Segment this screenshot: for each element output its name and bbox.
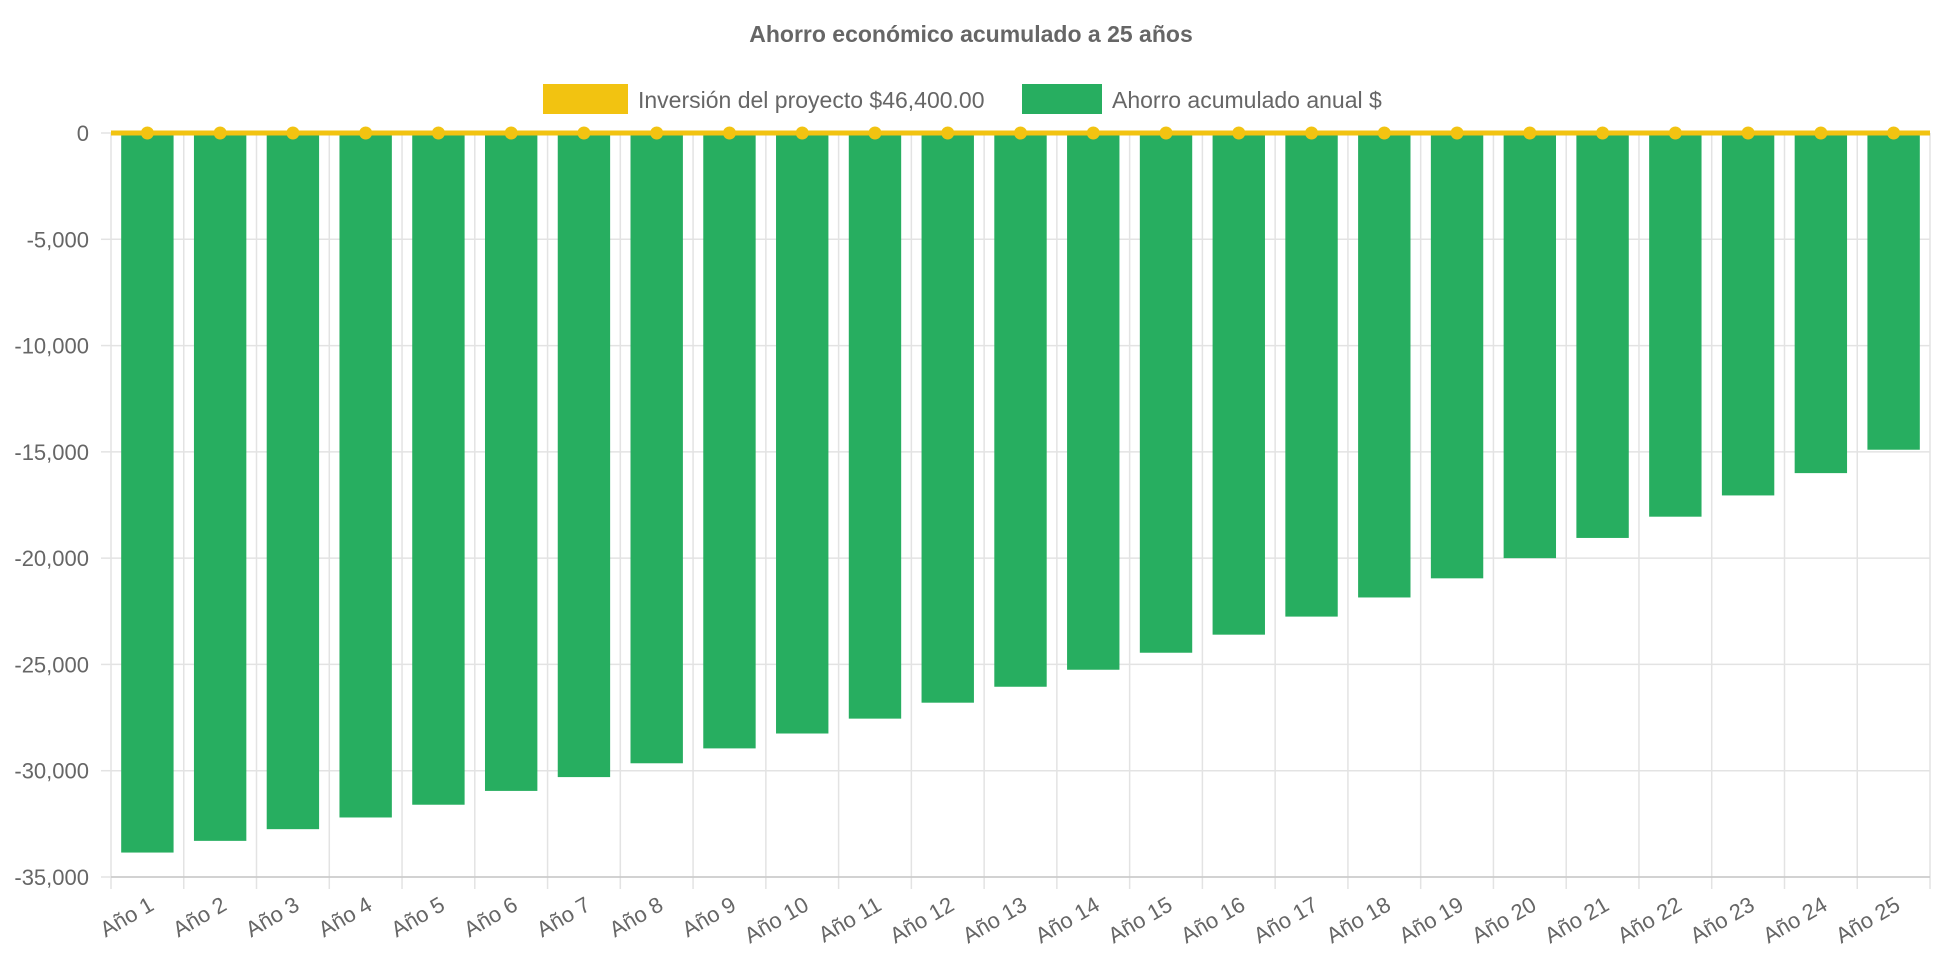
x-tick-label: Año 13 — [958, 892, 1031, 949]
x-tick-label: Año 17 — [1249, 892, 1322, 949]
bar-18 — [1358, 133, 1411, 598]
line-point-25 — [1887, 126, 1901, 140]
x-tick-label: Año 14 — [1031, 892, 1104, 949]
x-axis: Año 1 Año 2 Año 3 Año 4 Año 5 Año 6 Año 7 Año 8… — [96, 876, 1930, 949]
x-tick-label: Año 10 — [740, 892, 813, 949]
bar-8 — [630, 133, 683, 764]
bar-11 — [848, 133, 902, 719]
line-point-18 — [1377, 126, 1391, 140]
x-tick-label: Año 4 — [314, 892, 376, 942]
bar-7 — [557, 133, 611, 778]
line-point-17 — [1305, 126, 1319, 140]
line-point-8 — [650, 126, 664, 140]
bar-5 — [412, 133, 465, 805]
line-point-21 — [1596, 126, 1610, 140]
x-tick-label: Año 3 — [241, 892, 303, 942]
bar-21 — [1576, 133, 1629, 538]
bar-4 — [339, 133, 392, 818]
x-tick-label: Año 9 — [678, 892, 740, 942]
bar-2 — [193, 133, 247, 841]
bar-14 — [1067, 133, 1120, 670]
chart-title: Ahorro económico acumulado a 25 años — [749, 21, 1193, 47]
x-tick-label: Año 25 — [1831, 892, 1904, 949]
bar-3 — [266, 133, 320, 830]
line-point-4 — [359, 126, 373, 140]
y-tick-label: -35,000 — [14, 865, 89, 890]
bar-10 — [776, 133, 829, 734]
bar-13 — [994, 133, 1047, 687]
x-tick-label: Año 7 — [532, 892, 594, 942]
legend: Inversión del proyecto $46,400.00 Ahorro … — [543, 84, 1382, 114]
line-point-10 — [795, 126, 809, 140]
line-point-19 — [1450, 126, 1464, 140]
bar-22 — [1649, 133, 1702, 517]
bar-19 — [1430, 133, 1484, 579]
legend-swatch-investment[interactable] — [543, 84, 628, 114]
legend-label-investment[interactable]: Inversión del proyecto $46,400.00 — [638, 87, 985, 113]
x-tick-label: Año 8 — [605, 892, 667, 942]
x-tick-label: Año 24 — [1758, 892, 1831, 949]
y-tick-label: -15,000 — [14, 440, 89, 465]
bar-9 — [703, 133, 756, 749]
line-point-5 — [431, 126, 445, 140]
line-point-15 — [1159, 126, 1173, 140]
line-point-20 — [1523, 126, 1537, 140]
line-point-23 — [1741, 126, 1755, 140]
bar-1 — [121, 133, 174, 853]
x-tick-label: Año 16 — [1176, 892, 1249, 949]
bar-23 — [1721, 133, 1775, 496]
line-point-16 — [1232, 126, 1246, 140]
line-point-2 — [213, 126, 227, 140]
bar-25 — [1867, 133, 1920, 450]
x-tick-label: Año 11 — [814, 892, 885, 948]
line-point-9 — [722, 126, 736, 140]
line-point-14 — [1086, 126, 1100, 140]
x-tick-label: Año 21 — [1540, 892, 1613, 949]
line-point-24 — [1814, 126, 1828, 140]
bar-6 — [484, 133, 538, 791]
y-tick-label: -20,000 — [14, 546, 89, 571]
bar-16 — [1212, 133, 1265, 635]
x-tick-label: Año 23 — [1686, 892, 1759, 949]
bar-17 — [1285, 133, 1338, 617]
y-tick-label: -30,000 — [14, 759, 89, 784]
legend-swatch-savings[interactable] — [1022, 84, 1102, 114]
y-tick-label: -25,000 — [14, 652, 89, 677]
line-series — [111, 126, 1930, 140]
bar-20 — [1503, 133, 1557, 559]
bar-24 — [1794, 133, 1848, 474]
x-tick-label: Año 5 — [387, 892, 449, 942]
x-tick-label: Año 12 — [885, 892, 958, 949]
line-point-3 — [286, 126, 300, 140]
line-point-7 — [577, 126, 591, 140]
y-tick-label: -10,000 — [14, 334, 89, 359]
bar-12 — [921, 133, 974, 703]
x-tick-label: Año 15 — [1104, 892, 1177, 949]
line-point-22 — [1668, 126, 1682, 140]
y-tick-label: -5,000 — [27, 227, 89, 252]
x-tick-label: Año 6 — [459, 892, 521, 942]
bar-series — [121, 133, 1920, 853]
line-point-13 — [1014, 126, 1027, 140]
y-axis: 0 -5,000 -10,000 -15,000 -20,000 -25,000 -30,0… — [14, 121, 111, 890]
x-tick-label: Año 22 — [1613, 892, 1686, 949]
line-point-12 — [941, 126, 955, 140]
x-tick-label: Año 19 — [1395, 892, 1468, 949]
x-tick-label: Año 1 — [96, 892, 158, 942]
line-point-11 — [868, 126, 882, 140]
x-tick-label: Año 2 — [168, 892, 230, 942]
line-point-6 — [504, 126, 518, 140]
legend-label-savings[interactable]: Ahorro acumulado anual $ — [1112, 87, 1382, 113]
x-tick-label: Año 18 — [1322, 892, 1395, 949]
bar-15 — [1139, 133, 1193, 653]
y-tick-label: 0 — [77, 121, 89, 146]
line-point-1 — [140, 126, 154, 140]
x-tick-label: Año 20 — [1467, 892, 1540, 949]
